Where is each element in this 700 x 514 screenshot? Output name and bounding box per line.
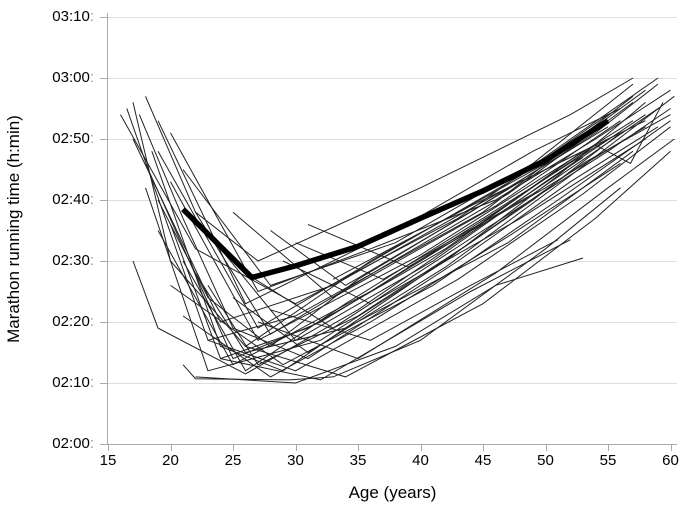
- y-tick-label: 02:50:: [30, 130, 94, 148]
- y-tick-text: 02:50: [52, 130, 90, 147]
- x-tick-label: 50: [537, 452, 554, 469]
- runner-line: [145, 102, 646, 372]
- y-tick-suffix: :: [89, 252, 94, 269]
- runner-line: [170, 89, 671, 293]
- y-tick-suffix: :: [89, 191, 94, 208]
- runner-line: [126, 95, 634, 341]
- runner-line: [170, 120, 671, 366]
- runner-line: [245, 150, 671, 378]
- x-tick-label: 45: [474, 452, 492, 469]
- y-tick-suffix: :: [89, 69, 94, 86]
- x-axis-title: Age (years): [348, 483, 437, 502]
- y-axis-title: Marathon running time (h:min): [4, 114, 23, 343]
- runner-line: [170, 120, 634, 341]
- runner-line: [295, 108, 659, 280]
- y-tick-label: 02:00:: [30, 435, 94, 453]
- y-tick-suffix: :: [89, 130, 94, 147]
- runner-line: [182, 187, 621, 381]
- y-tick-suffix: :: [89, 8, 94, 25]
- y-tick-suffix: :: [89, 435, 94, 452]
- runner-line: [182, 138, 609, 372]
- runner-line: [232, 95, 675, 354]
- x-tick-label: 35: [349, 452, 367, 469]
- y-tick-text: 02:30: [52, 252, 90, 269]
- x-tick-label: 20: [162, 452, 179, 469]
- runner-line: [207, 126, 671, 372]
- runner-line: [157, 144, 596, 366]
- y-tick-suffix: :: [89, 313, 94, 330]
- mean-trend-line: [181, 118, 610, 281]
- y-tick-text: 02:40: [52, 191, 90, 208]
- runner-line: [132, 126, 609, 323]
- y-tick-label: 02:30:: [30, 252, 94, 270]
- y-tick-label: 02:10:: [30, 374, 94, 392]
- x-tick-label: 15: [99, 452, 117, 469]
- y-tick-text: 02:20: [52, 313, 90, 330]
- runner-line: [182, 162, 621, 378]
- x-tick-label: 30: [287, 452, 304, 469]
- runner-line: [120, 77, 659, 305]
- x-tick-label: 60: [662, 452, 679, 469]
- y-tick-label: 03:00:: [30, 69, 94, 87]
- runner-line: [195, 257, 584, 384]
- x-tick-label: 40: [412, 452, 429, 469]
- y-tick-label: 02:40:: [30, 191, 94, 209]
- runner-line: [270, 239, 559, 341]
- y-tick-text: 02:10: [52, 374, 90, 391]
- y-tick-text: 02:00: [52, 435, 90, 452]
- y-tick-text: 03:10: [52, 8, 90, 25]
- y-tick-label: 03:10:: [30, 8, 94, 26]
- x-tick-label: 25: [224, 452, 242, 469]
- runner-line: [195, 101, 634, 335]
- y-tick-label: 02:20:: [30, 313, 94, 331]
- x-tick-label: 55: [599, 452, 617, 469]
- y-tick-suffix: :: [89, 374, 94, 391]
- runner-line: [332, 102, 664, 280]
- y-tick-text: 03:00: [52, 69, 90, 86]
- runner-line: [270, 83, 659, 286]
- axes: [100, 13, 677, 451]
- runner-line: [145, 77, 634, 262]
- runner-line: [182, 83, 634, 286]
- runner-line: [138, 114, 659, 360]
- runner-line: [257, 138, 675, 360]
